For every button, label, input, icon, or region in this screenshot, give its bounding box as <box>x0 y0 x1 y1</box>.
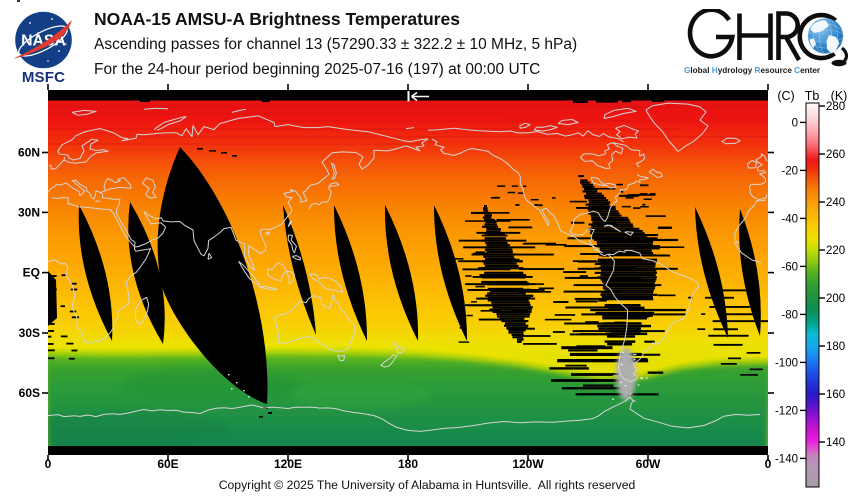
svg-text:30S: 30S <box>19 326 40 340</box>
svg-text:60S: 60S <box>19 386 40 400</box>
svg-text:EQ: EQ <box>23 266 40 280</box>
svg-text:280: 280 <box>826 101 845 113</box>
svg-text:Global Hydrology Resource Cent: Global Hydrology Resource Center <box>684 66 821 75</box>
svg-text:200: 200 <box>826 293 845 305</box>
svg-text:(C): (C) <box>777 89 794 103</box>
svg-text:30N: 30N <box>18 205 40 219</box>
svg-text:0: 0 <box>765 457 772 471</box>
svg-text:-80: -80 <box>781 309 798 321</box>
svg-text:-140: -140 <box>775 453 798 465</box>
svg-text:Tb: Tb <box>805 89 820 103</box>
svg-text:60E: 60E <box>157 457 178 471</box>
svg-text:0: 0 <box>45 457 52 471</box>
svg-text:240: 240 <box>826 197 845 209</box>
svg-text:60N: 60N <box>18 146 40 160</box>
svg-text:160: 160 <box>826 389 845 401</box>
svg-text:-20: -20 <box>781 165 798 177</box>
svg-text:180: 180 <box>398 457 418 471</box>
svg-text:-100: -100 <box>775 357 798 369</box>
svg-text:120E: 120E <box>274 457 302 471</box>
svg-text:140: 140 <box>826 437 845 449</box>
svg-text:MSFC: MSFC <box>22 69 65 86</box>
svg-text:-40: -40 <box>781 213 798 225</box>
svg-text:220: 220 <box>826 245 845 257</box>
svg-text:120W: 120W <box>512 457 544 471</box>
svg-text:-60: -60 <box>781 261 798 273</box>
svg-text:(K): (K) <box>831 89 848 103</box>
svg-text:180: 180 <box>826 341 845 353</box>
svg-text:-120: -120 <box>775 405 798 417</box>
svg-text:60W: 60W <box>636 457 661 471</box>
svg-text:0: 0 <box>792 117 798 129</box>
svg-text:260: 260 <box>826 149 845 161</box>
